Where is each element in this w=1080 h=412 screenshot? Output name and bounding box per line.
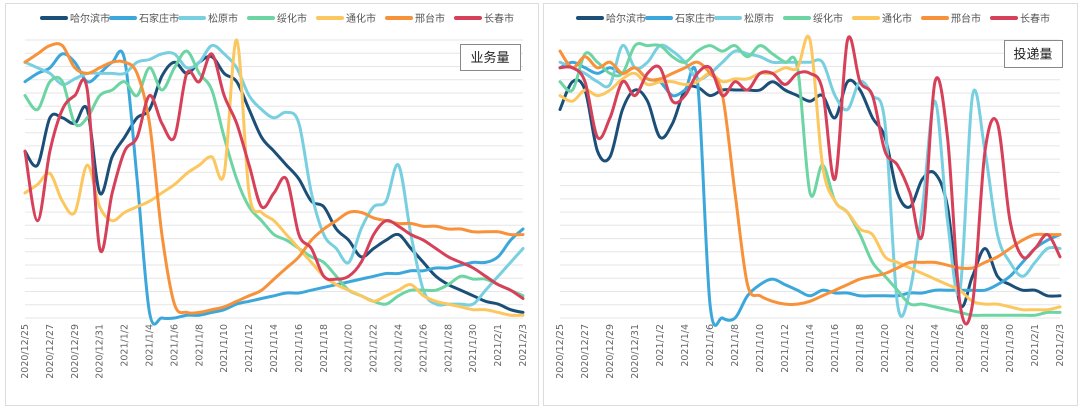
legend-label: 绥化市 [277, 12, 307, 25]
title-text: 投递量 [1013, 47, 1052, 63]
series-line [23, 38, 525, 317]
legend-label: 长春市 [1020, 12, 1050, 25]
x-tick-label: 2020/12/29 [605, 324, 616, 379]
legend-label: 哈尔滨市 [606, 12, 646, 25]
series-line [23, 42, 525, 315]
legend-label: 绥化市 [813, 12, 843, 25]
series-line [558, 42, 1062, 317]
legend-label: 石家庄市 [139, 12, 179, 25]
legend-label: 哈尔滨市 [70, 12, 110, 25]
legend-label: 通化市 [882, 12, 912, 25]
legend-item: 石家庄市 [645, 12, 715, 25]
legend-item: 绥化市 [783, 12, 843, 25]
x-tick-label: 2021/1/18 [319, 324, 330, 373]
series-line [558, 35, 1062, 326]
legend-item: 哈尔滨市 [576, 12, 646, 25]
legend-label: 松原市 [744, 12, 774, 25]
legend-item: 长春市 [990, 12, 1050, 25]
x-tick-label: 2021/1/8 [194, 324, 205, 367]
x-tick-label: 2021/1/8 [730, 324, 741, 367]
x-tick-label: 2020/12/25 [555, 324, 566, 379]
x-tick-label: 2021/1/24 [930, 324, 941, 373]
x-tick-label: 2021/1/6 [705, 324, 716, 367]
x-axis-ticks: 2020/12/25 2020/12/27 2020/12/29 2020/12/31… [555, 324, 1066, 379]
legend-label: 通化市 [346, 12, 376, 25]
legend-item: 松原市 [714, 12, 774, 25]
x-tick-label: 2021/1/12 [780, 324, 791, 373]
x-tick-label: 2021/1/28 [443, 324, 454, 373]
x-tick-label: 2021/1/10 [219, 324, 230, 373]
legend-item: 邢台市 [385, 12, 445, 25]
legend-label: 松原市 [208, 12, 238, 25]
x-tick-label: 2020/12/31 [630, 324, 641, 379]
x-tick-label: 2020/12/27 [580, 324, 591, 379]
title-text: 业务量 [470, 50, 509, 66]
legend-item: 哈尔滨市 [40, 12, 110, 25]
legend-item: 绥化市 [247, 12, 307, 25]
x-tick-label: 2021/1/20 [880, 324, 891, 373]
x-tick-label: 2021/1/4 [145, 324, 156, 367]
legend-label: 石家庄市 [675, 12, 715, 25]
series-line [558, 43, 1062, 318]
legend-label: 邢台市 [951, 12, 981, 25]
x-tick-label: 2020/12/29 [70, 324, 81, 379]
legend-label: 邢台市 [415, 12, 445, 25]
chart-frame [543, 3, 1078, 406]
x-tick-label: 2021/1/20 [344, 324, 355, 373]
title-box [1004, 40, 1063, 68]
x-tick-label: 2021/2/1 [1030, 324, 1041, 367]
series-line [23, 54, 525, 314]
series-line [558, 34, 1062, 312]
x-tick-label: 2020/12/25 [20, 324, 31, 379]
series-line [23, 43, 525, 307]
x-tick-label: 2021/1/22 [369, 324, 380, 373]
x-tick-label: 2021/1/18 [855, 324, 866, 373]
x-tick-label: 2021/1/16 [830, 324, 841, 373]
legend-item: 通化市 [852, 12, 912, 25]
x-tick-label: 2021/1/26 [418, 324, 429, 373]
x-axis-ticks: 2020/12/25 2020/12/27 2020/12/29 2020/12/31… [20, 324, 529, 379]
x-tick-label: 2021/1/28 [980, 324, 991, 373]
legend: 哈尔滨市 石家庄市 松原市 绥化市 通化市 邢台市 长春市 [40, 12, 514, 25]
x-tick-label: 2021/2/1 [493, 324, 504, 367]
legend-item: 松原市 [178, 12, 238, 25]
x-tick-label: 2021/2/3 [518, 324, 529, 367]
series-line [23, 52, 525, 300]
x-tick-label: 2021/1/10 [755, 324, 766, 373]
x-tick-label: 2021/1/22 [905, 324, 916, 373]
x-tick-label: 2021/1/6 [169, 324, 180, 367]
x-tick-label: 2021/2/3 [1055, 324, 1066, 367]
x-tick-label: 2021/1/14 [805, 324, 816, 373]
legend: 哈尔滨市 石家庄市 松原市 绥化市 通化市 邢台市 长春市 [576, 12, 1050, 25]
legend-item: 石家庄市 [109, 12, 179, 25]
title-box [460, 44, 521, 71]
series-lines [23, 38, 525, 326]
series-lines [558, 34, 1062, 327]
legend-label: 长春市 [484, 12, 514, 25]
legend-item: 邢台市 [921, 12, 981, 25]
chart-title: 投递量 [1004, 40, 1063, 68]
x-tick-label: 2021/1/4 [680, 324, 691, 367]
x-tick-label: 2020/12/31 [95, 324, 106, 379]
x-tick-label: 2021/1/26 [955, 324, 966, 373]
x-tick-label: 2021/1/30 [468, 324, 479, 373]
x-tick-label: 2021/1/24 [394, 324, 405, 373]
x-tick-label: 2021/1/2 [655, 324, 666, 367]
legend-item: 通化市 [316, 12, 376, 25]
x-tick-label: 2021/1/14 [269, 324, 280, 373]
chart-title: 业务量 [460, 44, 521, 71]
x-tick-label: 2021/1/30 [1005, 324, 1016, 373]
series-line [23, 49, 525, 306]
x-tick-label: 2021/1/12 [244, 324, 255, 373]
x-tick-label: 2021/1/2 [120, 324, 131, 367]
legend-item: 长春市 [454, 12, 514, 25]
x-tick-label: 2020/12/27 [45, 324, 56, 379]
chart-frame [5, 3, 539, 406]
x-tick-label: 2021/1/16 [294, 324, 305, 373]
